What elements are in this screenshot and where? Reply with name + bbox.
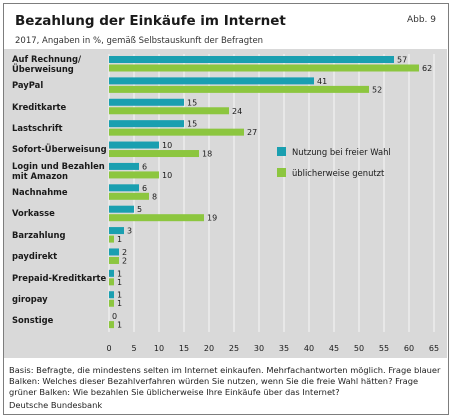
category-label: paydirekt (12, 251, 58, 262)
legend-label: üblicherweise genutzt (292, 168, 385, 178)
category-label: Sofort-Überweisung (12, 144, 107, 155)
source-label: Deutsche Bundesbank (9, 400, 103, 410)
data-label: 6 (142, 162, 147, 171)
x-tick-label: 55 (379, 344, 389, 353)
bar-blue (109, 205, 134, 213)
x-tick-label: 15 (179, 344, 189, 353)
x-tick-label: 25 (229, 344, 239, 353)
data-label: 62 (422, 64, 432, 73)
data-label: 57 (397, 56, 407, 65)
bar-blue (109, 227, 124, 235)
data-label: 3 (127, 227, 132, 236)
bar-blue (109, 120, 184, 128)
category-label: giropay (12, 293, 48, 304)
legend-swatch (277, 168, 286, 177)
x-tick-label: 0 (106, 344, 111, 353)
data-label: 15 (187, 120, 197, 129)
chart-subtitle: 2017, Angaben in %, gemäß Selbstauskunft… (15, 36, 264, 46)
x-tick-label: 35 (279, 344, 289, 353)
category-label: PayPal (12, 80, 44, 91)
bar-green (109, 150, 199, 158)
data-label: 1 (117, 235, 122, 244)
bar-green (109, 235, 114, 243)
data-label: 1 (117, 299, 122, 308)
data-label: 2 (122, 248, 127, 257)
bar-blue (109, 77, 314, 85)
bar-blue (109, 248, 119, 256)
data-label: 6 (142, 184, 147, 193)
category-label: Lastschrift (12, 122, 63, 133)
bar-blue (109, 98, 184, 106)
data-label: 10 (162, 141, 172, 150)
data-label: 52 (372, 85, 382, 94)
data-label: 1 (117, 321, 122, 330)
data-label: 1 (117, 278, 122, 287)
bar-green (109, 214, 204, 222)
bar-blue (109, 56, 394, 63)
bar-green (109, 321, 114, 329)
category-label: Auf Rechnung/Überweisung (12, 53, 81, 74)
bar-blue (109, 269, 114, 277)
bar-green (109, 192, 149, 200)
data-label: 19 (207, 214, 217, 223)
x-tick-label: 30 (254, 344, 264, 353)
x-tick-label: 60 (404, 344, 414, 353)
x-tick-label: 65 (429, 344, 439, 353)
legend-swatch (277, 147, 286, 156)
data-label: 41 (317, 77, 327, 86)
category-label: Nachnahme (12, 187, 68, 198)
chart-title: Bezahlung der Einkäufe im Internet (15, 13, 286, 29)
data-label: 8 (152, 192, 157, 201)
bar-blue (109, 141, 159, 149)
data-label: 1 (117, 269, 122, 278)
data-label: 5 (137, 205, 142, 214)
bar-chart: 0 5 10 15 20 25 30 35 40 45 50 55 60 6557624152152415… (106, 54, 439, 353)
data-label: 18 (202, 150, 212, 159)
category-label: Sonstige (12, 315, 54, 326)
data-label: 10 (162, 171, 172, 180)
figure-number: Abb. 9 (406, 15, 436, 25)
data-label: 15 (187, 98, 197, 107)
category-label: Prepaid-Kreditkarte (12, 272, 107, 283)
category-label: Barzahlung (12, 229, 66, 240)
data-label: 1 (117, 291, 122, 300)
x-tick-label: 20 (204, 344, 214, 353)
bar-blue (109, 291, 114, 299)
plot-panel: 0 5 10 15 20 25 30 35 40 45 50 55 60 65 57 62 41 52 15 24 15… (4, 49, 447, 358)
bar-blue (109, 184, 139, 192)
bar-green (109, 64, 419, 72)
legend-label: Nutzung bei freier Wahl (292, 147, 391, 157)
data-label: 0 (112, 312, 117, 321)
x-tick-label: 40 (304, 344, 314, 353)
x-tick-label: 5 (131, 344, 136, 353)
bar-green (109, 278, 114, 286)
data-label: 27 (247, 128, 257, 137)
x-tick-label: 50 (354, 344, 364, 353)
bar-blue (109, 162, 139, 170)
data-label: 2 (122, 256, 127, 265)
category-label: Vorkasse (12, 208, 55, 219)
bar-green (109, 85, 369, 93)
bar-green (109, 128, 244, 136)
bar-green (109, 299, 114, 307)
bar-green (109, 171, 159, 179)
category-label: Login und Bezahlen mit Amazon (12, 160, 105, 181)
bar-green (109, 107, 229, 115)
x-tick-label: 45 (329, 344, 339, 353)
footnote: Basis: Befragte, die mindestens selten i… (9, 365, 441, 397)
x-tick-label: 10 (154, 344, 164, 353)
category-label: Kreditkarte (12, 101, 67, 112)
data-label: 24 (232, 107, 242, 116)
bar-green (109, 256, 119, 264)
